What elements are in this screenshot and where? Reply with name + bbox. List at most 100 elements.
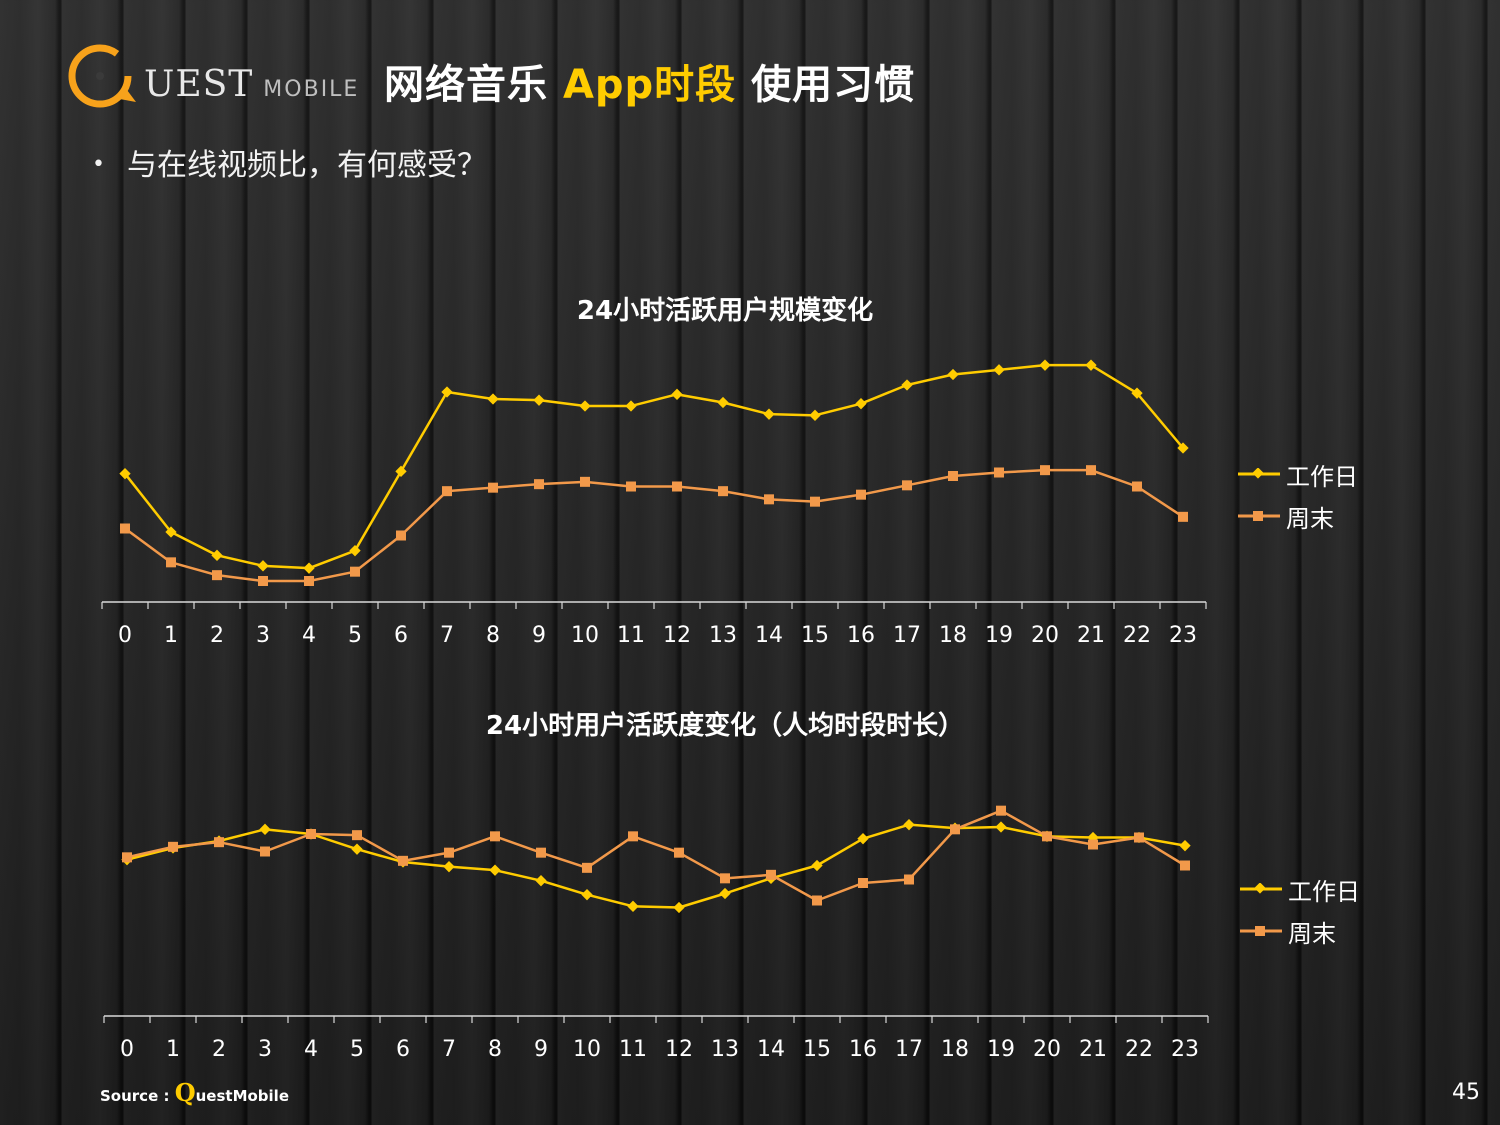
chart-1-series-1-point <box>993 364 1005 376</box>
chart-2-legend-weekday: 工作日 <box>1238 868 1360 910</box>
chart-1-x-tick-label: 22 <box>1123 623 1151 648</box>
chart-1-title: 24小时活跃用户规模变化 <box>576 296 874 326</box>
chart-2-legend-weekend: 周末 <box>1238 910 1360 952</box>
legend-line-diamond-icon <box>1238 468 1280 479</box>
chart-2-x-tick-label: 21 <box>1079 1037 1107 1062</box>
chart-2-x-tick-label: 3 <box>258 1037 272 1062</box>
chart-2-series-1-point <box>673 901 685 914</box>
chart-1-series-1-point <box>579 400 591 412</box>
chart-2-x-tick-label: 11 <box>619 1037 647 1062</box>
chart-1-x-tick-label: 15 <box>801 623 829 648</box>
chart-1-x-tick-label: 19 <box>985 623 1013 648</box>
chart-2-x-tick-label: 12 <box>665 1037 693 1062</box>
chart-2-series-1-point <box>351 843 363 855</box>
chart-1-x-tick-label: 13 <box>709 623 737 648</box>
source-credit: Source : QuestMobile <box>100 1078 289 1107</box>
chart-1-series-2-point <box>442 486 452 497</box>
chart-2-legend: 工作日 周末 <box>1238 868 1360 952</box>
chart-2-series-1-point <box>489 864 501 876</box>
chart-2-x-tick-label: 15 <box>803 1037 831 1062</box>
page-number: 45 <box>1452 1080 1480 1105</box>
chart-2-series-1-point <box>995 821 1007 833</box>
chart-2-legend-weekend-label: 周末 <box>1288 919 1336 948</box>
chart-1-x-tick-label: 23 <box>1169 623 1197 648</box>
page-title-part1: 网络音乐 <box>384 62 563 108</box>
chart-2-x-tick-label: 0 <box>120 1037 134 1062</box>
source-brand-rest: uestMobile <box>195 1087 290 1105</box>
chart-2-x-tick-label: 5 <box>350 1037 364 1062</box>
chart-2-title: 24小时用户活跃度变化（人均时段时长） <box>485 711 965 741</box>
chart-1-x-tick-label: 6 <box>394 623 408 648</box>
chart-2-series-2-point <box>260 846 270 857</box>
chart-1-series-1-point <box>947 368 959 381</box>
chart-2-series-2-point <box>674 847 684 858</box>
chart-1-series-2-point <box>1086 465 1096 476</box>
chart-1-series-2-point <box>856 489 866 500</box>
logo-main-text: UEST <box>144 64 254 105</box>
chart-2-series-2-point <box>490 831 500 842</box>
chart-1-x-tick-label: 12 <box>663 623 691 648</box>
chart-2-series-2-point <box>352 830 362 841</box>
chart-1-series-2-point <box>580 476 590 487</box>
chart-2-series-2-point <box>996 805 1006 816</box>
chart-1-series-2-point <box>948 471 958 481</box>
chart-2-series-1-point <box>581 889 593 901</box>
chart-2-x-tick-label: 9 <box>534 1037 548 1062</box>
chart-1-x-tick-label: 5 <box>348 623 362 648</box>
chart-1-x-tick-label: 7 <box>440 623 454 648</box>
chart-2-series-1-point <box>535 875 547 887</box>
chart-1-legend-weekend-label: 周末 <box>1286 504 1334 533</box>
chart-2-series-1-point <box>903 819 915 831</box>
chart-2-series-2-point <box>122 852 132 863</box>
logo-sub-text: MOBILE <box>263 77 360 102</box>
chart-1-series-2-point <box>718 486 728 497</box>
source-label: Source : <box>100 1087 170 1105</box>
chart-1-x-tick-label: 16 <box>847 623 875 648</box>
chart-1-x-tick-label: 10 <box>571 623 599 648</box>
page-title: 网络音乐 App时段 使用习惯 <box>384 52 915 110</box>
chart-2-x-tick-label: 23 <box>1171 1037 1199 1062</box>
chart-2-x-tick-label: 13 <box>711 1037 739 1062</box>
chart-2-series-1-point <box>811 859 823 872</box>
chart-1-series-2-point <box>534 479 544 490</box>
chart-1-series-2-point <box>212 570 222 581</box>
chart-1-series-1-point <box>441 386 453 398</box>
chart-1-series-1-point <box>487 393 499 405</box>
chart-2-series-2-point <box>1088 839 1098 850</box>
chart-1-series-2-point <box>120 523 130 534</box>
chart-2-series-2-point <box>582 862 592 873</box>
chart-1-series-1-point <box>1085 359 1097 371</box>
chart-2-series-2-point <box>214 837 224 848</box>
chart-2-x-tick-label: 18 <box>941 1037 969 1062</box>
questmobile-logo: UEST MOBILE <box>64 40 357 120</box>
chart-1-series-2-point <box>626 481 636 492</box>
chart-2-series-2-line <box>126 809 1186 902</box>
chart-1-legend-weekday-label: 工作日 <box>1286 462 1358 491</box>
chart-1-x-tick-label: 4 <box>302 623 316 648</box>
chart-2-series-2-point <box>950 824 960 835</box>
chart-1-x-tick-label: 3 <box>256 623 270 648</box>
legend-line-square-icon <box>1240 926 1282 936</box>
chart-1-x-tick-label: 20 <box>1031 623 1059 648</box>
legend-line-diamond-icon <box>1240 883 1282 894</box>
chart-1-series-1-point <box>763 408 775 420</box>
chart-1-series-2-point <box>488 482 498 493</box>
chart-1-series-2-point <box>810 496 820 507</box>
chart-2-series-2-point <box>628 831 638 842</box>
chart-1-x-tick-label: 17 <box>893 623 921 648</box>
source-brand-q: Q <box>174 1078 196 1107</box>
chart-2-series-2-point <box>858 878 868 888</box>
chart-1-x-tick-label: 1 <box>164 623 178 648</box>
chart-1-series-1-point <box>1177 442 1189 454</box>
chart-1-series-1-point <box>1131 387 1143 399</box>
chart-2-legend-weekday-label: 工作日 <box>1288 877 1360 906</box>
logo-q-icon <box>68 44 136 108</box>
chart-1-x-tick-label: 9 <box>532 623 546 648</box>
chart-2-x-tick-label: 8 <box>488 1037 502 1062</box>
chart-2-series-2-point <box>398 855 408 866</box>
chart-2-x-tick-label: 6 <box>396 1037 410 1062</box>
bullet-text: 与在线视频比，有何感受？ <box>126 148 487 183</box>
chart-1-x-tick-label: 0 <box>118 623 132 648</box>
page-title-part2: 使用习惯 <box>736 62 916 108</box>
